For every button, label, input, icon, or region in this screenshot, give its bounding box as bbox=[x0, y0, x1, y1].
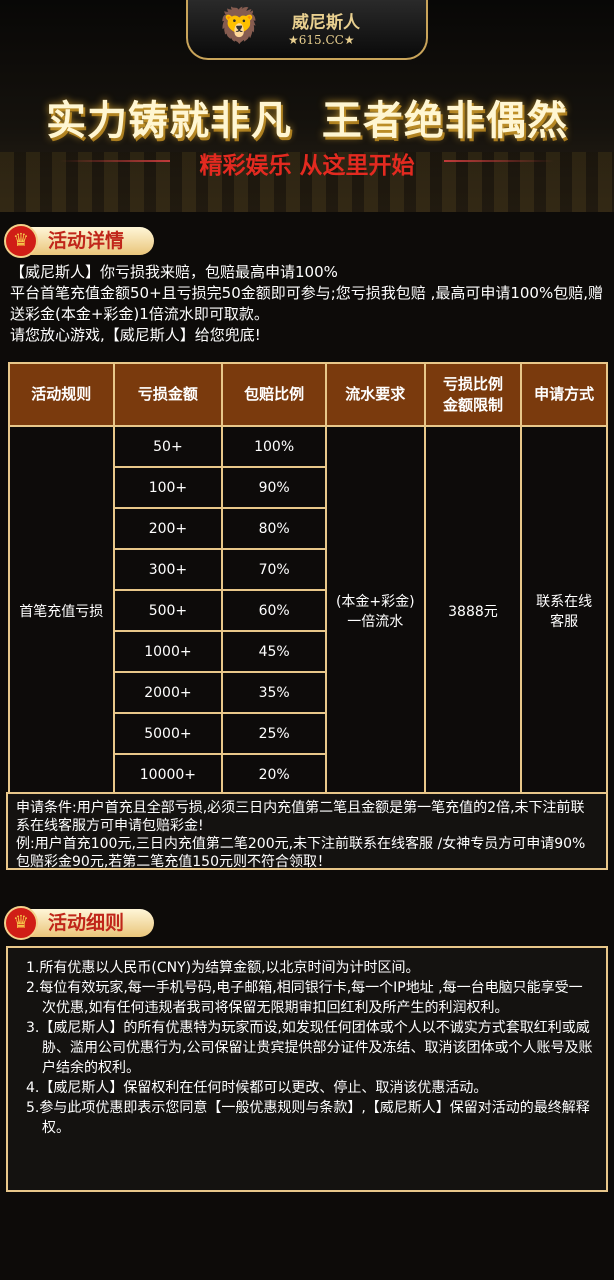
ratio-cell: 90% bbox=[221, 466, 327, 509]
intro-line: 【威尼斯人】你亏损我来赔，包赔最高申请100% bbox=[10, 263, 338, 281]
intro-line: 平台首笔充值金额50+且亏损完50金额即可参与;您亏损我包赔 ,最高可申请100… bbox=[10, 284, 603, 323]
method-cell: 联系在线 客服 bbox=[520, 425, 608, 796]
city-background bbox=[0, 152, 614, 212]
hero-banner: 🦁 威尼斯人 ★615.CC★ 实力铸就非凡 王者绝非偶然 精彩娱乐 从这里开始 bbox=[0, 0, 614, 212]
rule-item: 2.每位有效玩家,每一手机号码,电子邮箱,相同银行卡,每一个IP地址 ,每一台电… bbox=[26, 980, 583, 1016]
rules-list: 1.所有优惠以人民币(CNY)为结算金额,以北京时间为计时区间。 2.每位有效玩… bbox=[6, 946, 608, 1192]
column-header: 流水要求 bbox=[324, 362, 426, 427]
ratio-cell: 20% bbox=[221, 753, 327, 796]
column-header: 活动规则 bbox=[8, 362, 115, 427]
table-row: 2000+ 35% bbox=[9, 671, 607, 714]
intro-line: 请您放心游戏,【威尼斯人】给您兜底! bbox=[10, 326, 261, 344]
brand-url: ★615.CC★ bbox=[288, 33, 355, 47]
rule-item: 5.参与此项优惠即表示您同意【一般优惠规则与条款】,【威尼斯人】保留对活动的最终… bbox=[26, 1100, 590, 1136]
brand-name: 威尼斯人 bbox=[292, 13, 360, 33]
ratio-cell: 70% bbox=[221, 548, 327, 591]
table-row: 首笔充值亏损 50+ 100% (本金+彩金) 一倍流水 3888元 联系在线 客服 bbox=[8, 425, 608, 796]
ratio-cell: 80% bbox=[221, 507, 327, 550]
subtitle: 精彩娱乐 从这里开始 bbox=[199, 153, 415, 179]
rule-item: 4.【威尼斯人】保留权利在任何时候都可以更改、停止、取消该优惠活动。 bbox=[26, 1080, 488, 1096]
ratio-cell: 45% bbox=[221, 630, 327, 673]
table-row: 1000+ 45% bbox=[9, 630, 607, 673]
loss-amount-cell: 200+ bbox=[112, 507, 224, 550]
compensation-table: 活动规则 亏损金额 包赔比例 流水要求 亏损比例 金额限制 申请方式 首笔充值亏损 50+ 1… bbox=[8, 362, 608, 796]
crown-icon: ♛ bbox=[4, 224, 38, 258]
rule-item: 3.【威尼斯人】的所有优惠特为玩家而设,如发现任何团体或个人以不诚实方式套取红利… bbox=[26, 1020, 593, 1076]
column-header: 申请方式 bbox=[520, 362, 608, 427]
turnover-cell: (本金+彩金) 一倍流水 bbox=[324, 425, 426, 796]
section-title: 活动细则 bbox=[24, 909, 154, 937]
section-title: 活动详情 bbox=[24, 227, 154, 255]
ratio-cell: 35% bbox=[221, 671, 327, 714]
column-header: 亏损金额 bbox=[112, 362, 224, 427]
loss-amount-cell: 100+ bbox=[112, 466, 224, 509]
divider-left bbox=[60, 160, 170, 162]
details-intro: 【威尼斯人】你亏损我来赔，包赔最高申请100% 平台首笔充值金额50+且亏损完5… bbox=[10, 262, 610, 346]
loss-amount-cell: 10000+ bbox=[112, 753, 224, 796]
logo: 🦁 威尼斯人 ★615.CC★ bbox=[186, 0, 428, 60]
loss-amount-cell: 50+ bbox=[112, 425, 224, 468]
ratio-cell: 60% bbox=[221, 589, 327, 632]
table-row: 200+ 80% bbox=[9, 507, 607, 550]
crown-icon: ♛ bbox=[4, 906, 38, 940]
condition-text: 申请条件:用户首充且全部亏损,必须三日内充值第二笔且金额是第一笔充值的2倍,未下… bbox=[16, 800, 585, 834]
loss-amount-cell: 1000+ bbox=[112, 630, 224, 673]
loss-amount-cell: 5000+ bbox=[112, 712, 224, 755]
slogan: 实力铸就非凡 王者绝非偶然 bbox=[46, 98, 568, 144]
section-header-rules: ♛ 活动细则 bbox=[4, 906, 154, 940]
rule-item: 1.所有优惠以人民币(CNY)为结算金额,以北京时间为计时区间。 bbox=[26, 960, 420, 976]
ratio-cell: 100% bbox=[221, 425, 327, 468]
ratio-cell: 25% bbox=[221, 712, 327, 755]
table-row: 500+ 60% bbox=[9, 589, 607, 632]
winged-lion-icon: 🦁 bbox=[218, 6, 261, 46]
loss-amount-cell: 500+ bbox=[112, 589, 224, 632]
table-row: 300+ 70% bbox=[9, 548, 607, 591]
section-header-details: ♛ 活动详情 bbox=[4, 224, 154, 258]
example-text: 例:用户首充100元,三日内充值第二笔200元,未下注前联系在线客服 /女神专员… bbox=[16, 836, 586, 870]
table-row: 100+ 90% bbox=[9, 466, 607, 509]
table-row: 5000+ 25% bbox=[9, 712, 607, 755]
column-header: 亏损比例 金额限制 bbox=[423, 362, 523, 427]
loss-amount-cell: 300+ bbox=[112, 548, 224, 591]
application-conditions: 申请条件:用户首充且全部亏损,必须三日内充值第二笔且金额是第一笔充值的2倍,未下… bbox=[6, 792, 608, 870]
rule-cell: 首笔充值亏损 bbox=[8, 425, 115, 796]
column-header: 包赔比例 bbox=[221, 362, 327, 427]
limit-cell: 3888元 bbox=[423, 425, 523, 796]
loss-amount-cell: 2000+ bbox=[112, 671, 224, 714]
